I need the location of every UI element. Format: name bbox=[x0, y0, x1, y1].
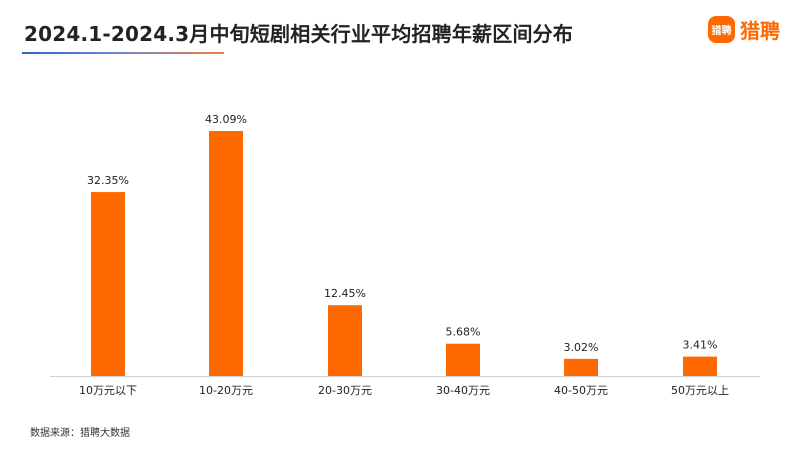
liepin-logo: 猎聘 猎聘 bbox=[708, 14, 784, 46]
bar-value-label-4: 3.02% bbox=[564, 341, 599, 354]
bar-value-label-0: 32.35% bbox=[87, 174, 129, 187]
bar-0 bbox=[91, 192, 125, 376]
logo-brand-text: 猎聘 bbox=[740, 19, 780, 43]
chart-title: 2024.1-2024.3月中旬短剧相关行业平均招聘年薪区间分布 bbox=[24, 22, 574, 46]
x-tick-label-2: 20-30万元 bbox=[318, 384, 372, 397]
data-source-note: 数据来源：猎聘大数据 bbox=[30, 428, 130, 439]
bar-3 bbox=[446, 343, 480, 376]
bar-value-label-3: 5.68% bbox=[446, 326, 481, 339]
x-tick-label-5: 50万元以上 bbox=[671, 384, 729, 397]
x-tick-label-0: 10万元以下 bbox=[79, 384, 137, 397]
bar-4 bbox=[564, 358, 598, 376]
title-underline bbox=[22, 52, 224, 54]
logo-badge-icon: 猎聘 bbox=[708, 16, 735, 43]
x-tick-label-4: 40-50万元 bbox=[554, 384, 608, 397]
bar-value-label-5: 3.41% bbox=[683, 339, 718, 352]
x-tick-label-1: 10-20万元 bbox=[199, 384, 253, 397]
bar-5 bbox=[683, 356, 717, 376]
x-tick-label-3: 30-40万元 bbox=[436, 384, 490, 397]
bar-value-label-2: 12.45% bbox=[324, 287, 366, 300]
bar-2 bbox=[328, 305, 362, 376]
bar-1 bbox=[209, 131, 243, 376]
bar-value-label-1: 43.09% bbox=[205, 113, 247, 126]
